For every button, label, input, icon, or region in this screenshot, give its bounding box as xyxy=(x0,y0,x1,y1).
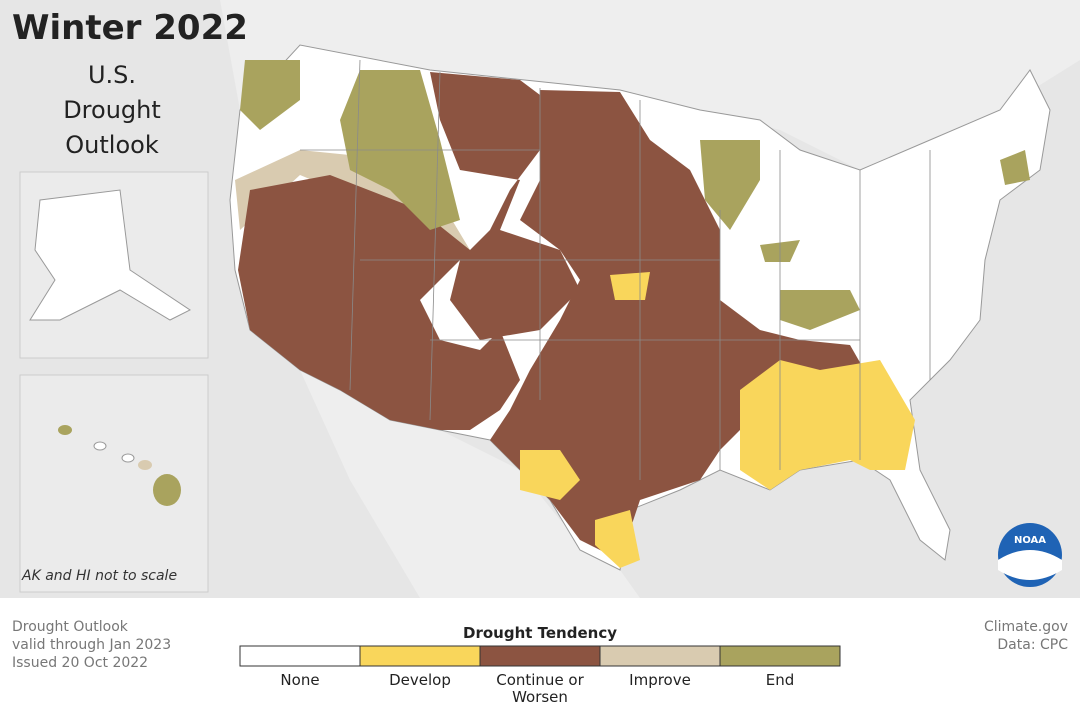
credit: Climate.gov Data: CPC xyxy=(984,618,1068,654)
develop-kansas xyxy=(610,272,650,300)
subtitle: U.S. Drought Outlook xyxy=(62,58,162,163)
legend-swatch xyxy=(719,645,841,667)
logo-text: NOAA xyxy=(1014,535,1046,546)
subtitle-line: Outlook xyxy=(65,131,159,159)
alaska xyxy=(29,189,191,321)
subtitle-line: Drought xyxy=(63,96,161,124)
info-line: Issued 20 Oct 2022 xyxy=(12,655,149,671)
legend-label: Continue or Worsen xyxy=(496,671,584,706)
develop-southeast xyxy=(740,360,915,490)
continue-region-west xyxy=(238,72,580,430)
legend-label: End xyxy=(765,671,795,689)
mexico xyxy=(300,370,640,598)
info-line: Drought Outlook xyxy=(12,619,128,635)
end-maine xyxy=(1000,150,1030,185)
legend-swatch xyxy=(479,645,601,667)
continue-region-central xyxy=(490,90,870,560)
develop-texas-south xyxy=(595,510,640,568)
end-washington xyxy=(240,60,300,130)
info-line: valid through Jan 2023 xyxy=(12,637,172,653)
state-lines xyxy=(300,59,931,480)
end-wisconsin xyxy=(700,140,760,230)
legend-bar xyxy=(239,645,841,667)
subtitle-line: U.S. xyxy=(87,61,137,89)
legend-label: Improve xyxy=(629,671,691,689)
island xyxy=(58,425,72,435)
noaa-wave xyxy=(998,550,1062,580)
legend-label: None xyxy=(280,671,320,689)
hawaii xyxy=(58,425,181,506)
canada xyxy=(200,0,1080,170)
credit-line: Climate.gov xyxy=(983,619,1068,635)
credit-line: Data: CPC xyxy=(997,637,1068,653)
legend-swatch xyxy=(239,645,361,667)
inset-note: AK and HI not to scale xyxy=(22,568,178,584)
info: Drought Outlook valid through Jan 2023 I… xyxy=(12,618,171,672)
island xyxy=(153,474,181,506)
legend-swatch xyxy=(599,645,721,667)
legend-title: Drought Tendency xyxy=(463,624,617,642)
hawaii-inset xyxy=(19,374,209,593)
end-kentucky xyxy=(780,290,860,330)
legend-swatch xyxy=(359,645,481,667)
legend-label: Develop xyxy=(389,671,451,689)
title: Winter 2022 xyxy=(12,8,248,48)
develop-texas-west xyxy=(520,450,580,500)
island xyxy=(138,460,152,470)
